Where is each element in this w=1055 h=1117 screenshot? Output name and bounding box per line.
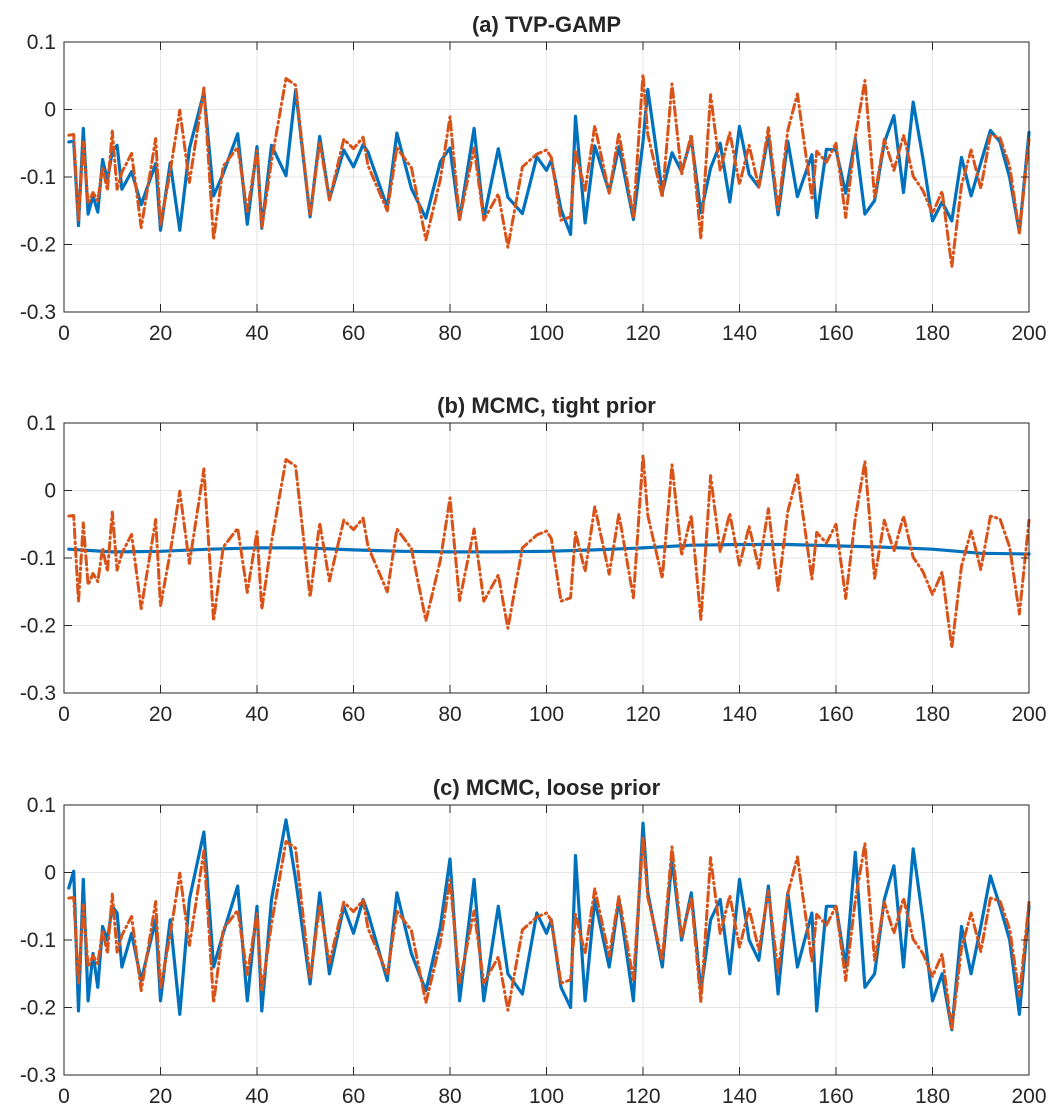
x-tick-label: 60: [342, 1085, 365, 1108]
series-line-solid: [67, 818, 1031, 1032]
chart-title: (c) MCMC, loose prior: [433, 775, 661, 800]
chart-title: (a) TVP-GAMP: [472, 12, 621, 37]
y-tick-label: -0.3: [20, 301, 56, 324]
series-line-solid: [67, 87, 1031, 236]
x-tick-label: 200: [1011, 322, 1046, 345]
x-tick-label: 20: [149, 703, 172, 726]
chart-title: (b) MCMC, tight prior: [437, 393, 656, 418]
y-tick-label: -0.1: [20, 166, 56, 189]
y-tick-label: 0.1: [27, 412, 56, 435]
chart-panel-2: 0 20 40 60 80 100 120 140 160 180 200 0.1 0 -0.1 -0.2 -…: [20, 393, 1047, 726]
y-tick-label: -0.2: [20, 997, 56, 1020]
x-tick-label: 0: [58, 703, 70, 726]
x-tick-label: 0: [58, 1085, 70, 1108]
y-tick-label: 0: [44, 480, 56, 503]
x-tick-label: 120: [625, 1085, 660, 1108]
x-tick-label: 180: [915, 1085, 950, 1108]
x-tick-label: 160: [818, 1085, 853, 1108]
y-tick-label: 0.1: [27, 794, 56, 817]
series-line-solid: [67, 542, 1031, 556]
y-tick-label: -0.2: [20, 234, 56, 257]
x-tick-label: 80: [438, 703, 461, 726]
y-tick-label: 0.1: [27, 31, 56, 54]
x-tick-label: 140: [722, 703, 757, 726]
x-tick-label: 40: [245, 322, 268, 345]
y-tick-label: -0.2: [20, 615, 56, 638]
series-line-dashdot: [67, 835, 1031, 1032]
x-tick-label: 20: [149, 1085, 172, 1108]
y-tick-label: 0: [44, 99, 56, 122]
x-tick-label: 80: [438, 322, 461, 345]
x-tick-label: 140: [722, 322, 757, 345]
y-tick-label: -0.3: [20, 1064, 56, 1087]
x-tick-label: 100: [529, 322, 564, 345]
series-line-dashdot: [67, 453, 1031, 650]
x-tick-label: 180: [915, 322, 950, 345]
x-tick-label: 60: [342, 703, 365, 726]
y-tick-label: -0.1: [20, 929, 56, 952]
x-tick-label: 40: [245, 703, 268, 726]
y-tick-label: -0.3: [20, 682, 56, 705]
x-tick-label: 160: [818, 322, 853, 345]
x-tick-label: 100: [529, 703, 564, 726]
x-tick-label: 0: [58, 322, 70, 345]
chart-panel-1: 0 20 40 60 80 100 120 140 160 180 200 0.1 0 -0.1 -0.2 -…: [20, 12, 1047, 345]
chart-panel-3: 0 20 40 60 80 100 120 140 160 180 200 0.1 0 -0.1 -0.2 -…: [20, 775, 1047, 1108]
x-tick-label: 160: [818, 703, 853, 726]
x-tick-label: 120: [625, 703, 660, 726]
x-tick-label: 100: [529, 1085, 564, 1108]
x-tick-label: 20: [149, 322, 172, 345]
x-tick-label: 200: [1011, 1085, 1046, 1108]
x-tick-label: 180: [915, 703, 950, 726]
series-line-dashdot: [67, 72, 1031, 269]
x-tick-label: 200: [1011, 703, 1046, 726]
y-tick-label: -0.1: [20, 547, 56, 570]
y-tick-label: 0: [44, 862, 56, 885]
x-tick-label: 140: [722, 1085, 757, 1108]
x-tick-label: 60: [342, 322, 365, 345]
x-tick-label: 120: [625, 322, 660, 345]
x-tick-label: 80: [438, 1085, 461, 1108]
x-tick-label: 40: [245, 1085, 268, 1108]
